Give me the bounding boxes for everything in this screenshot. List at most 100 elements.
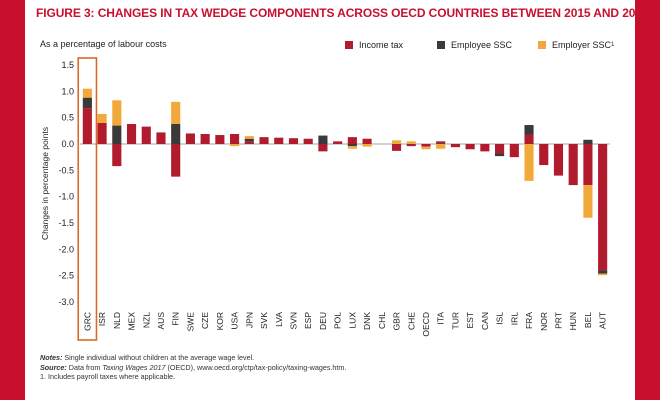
bar-prt-income-tax	[553, 144, 564, 176]
bar-oecd-employer-ssc	[421, 146, 431, 150]
figure-card: FIGURE 3: CHANGES IN TAX WEDGE COMPONENT…	[25, 0, 649, 400]
y-axis-label: Changes in percentage points	[40, 127, 50, 240]
bar-esp-income-tax	[303, 138, 313, 144]
bar-isl-income-tax	[495, 144, 505, 154]
bar-pol-income-tax	[333, 141, 343, 144]
x-tick-label: PRT	[553, 312, 563, 329]
bar-usa-income-tax	[230, 133, 240, 144]
x-tick-label: CZE	[200, 312, 210, 329]
source-publication: Taxing Wages 2017	[102, 362, 166, 372]
bar-grc-income-tax	[82, 108, 92, 144]
bar-deu-employee-ssc	[318, 135, 328, 144]
y-tick-label: -1.5	[58, 218, 74, 228]
x-tick-label: LUX	[347, 312, 357, 329]
bar-fra-income-tax	[524, 134, 534, 144]
chart-subtitle: As a percentage of labour costs	[40, 39, 167, 49]
bar-dnk-employer-ssc	[362, 144, 372, 147]
figure-label: FIGURE 3:	[36, 6, 95, 20]
source-post: (OECD), www.oecd.org/ctp/tax-policy/taxi…	[165, 362, 347, 372]
y-tick-label: -3.0	[58, 297, 74, 307]
legend-label-employee-ssc: Employee SSC	[451, 40, 513, 50]
bar-tur-income-tax	[450, 144, 460, 148]
bar-che-income-tax	[406, 144, 416, 147]
bar-fin-employer-ssc	[171, 101, 181, 124]
bar-ita-employer-ssc	[436, 144, 446, 149]
x-tick-label: USA	[230, 312, 240, 330]
bar-mex-income-tax	[126, 123, 137, 144]
bar-nld-employee-ssc	[112, 125, 122, 144]
y-tick-label: 0.5	[61, 113, 74, 123]
bar-lva-income-tax	[274, 137, 284, 144]
x-tick-label: DEU	[318, 312, 328, 330]
bar-bel-income-tax	[583, 144, 593, 186]
x-tick-label: GRC	[82, 312, 92, 331]
bar-gbr-employer-ssc	[391, 140, 402, 144]
x-tick-label: EST	[465, 312, 475, 329]
bar-jpn-employer-ssc	[244, 136, 254, 139]
x-tick-label: ESP	[303, 312, 313, 329]
source-pre: Data from	[68, 362, 103, 372]
x-tick-label: DNK	[362, 312, 372, 330]
bar-svn-income-tax	[288, 138, 299, 144]
x-tick-label: KOR	[215, 312, 225, 330]
bar-nld-employer-ssc	[112, 100, 122, 126]
x-tick-label: IRL	[509, 312, 519, 326]
bar-lux-employee-ssc	[347, 144, 357, 147]
y-tick-label: -2.0	[58, 244, 74, 254]
bar-aut-employer-ssc	[598, 273, 608, 276]
bar-est-income-tax	[465, 144, 475, 150]
bar-nld-income-tax	[112, 144, 122, 167]
x-tick-label: POL	[333, 312, 343, 329]
legend-swatch-employee-ssc	[437, 41, 445, 49]
x-tick-label: AUS	[156, 312, 166, 330]
x-tick-label: TUR	[450, 312, 460, 329]
notes-label: Notes:	[40, 353, 63, 362]
y-tick-label: 1.0	[61, 86, 74, 96]
notes-text: Single individual without children at th…	[64, 353, 255, 362]
bar-grc-employer-ssc	[82, 88, 92, 98]
bar-usa-employer-ssc	[230, 144, 240, 147]
bar-bel-employee-ssc	[583, 139, 593, 144]
bar-oecd-income-tax	[421, 144, 431, 147]
x-tick-label: SVK	[259, 312, 269, 329]
x-tick-label: CHL	[377, 312, 387, 329]
bar-ita-employee-ssc	[436, 141, 446, 143]
footnote: 1. Includes payroll taxes where applicab…	[40, 372, 176, 382]
bar-che-employer-ssc	[406, 141, 416, 144]
x-tick-label: ISR	[97, 312, 107, 326]
bar-ita-income-tax	[436, 142, 446, 144]
legend-swatch-employer-ssc	[538, 41, 546, 49]
x-tick-label: GBR	[392, 312, 402, 330]
x-tick-label: ISL	[495, 312, 505, 325]
y-tick-label: 0.0	[61, 139, 74, 149]
y-tick-label: -2.5	[58, 271, 74, 281]
x-tick-label: NZL	[141, 312, 151, 328]
x-tick-label: ITA	[436, 312, 446, 325]
x-tick-label: BEL	[583, 312, 593, 328]
bar-fra-employer-ssc	[524, 144, 534, 181]
bar-jpn-employee-ssc	[244, 138, 254, 142]
source-label: Source:	[40, 362, 67, 372]
bar-aut-income-tax	[598, 144, 608, 271]
bar-gbr-income-tax	[391, 144, 402, 151]
x-tick-label: FRA	[524, 312, 534, 329]
x-tick-label: AUT	[598, 312, 608, 329]
x-tick-label: SWE	[185, 312, 195, 332]
bar-fra-employee-ssc	[524, 125, 534, 135]
bar-kor-income-tax	[215, 135, 225, 144]
legend-label-income-tax: Income tax	[359, 40, 404, 50]
bar-deu-income-tax	[318, 144, 328, 152]
bar-fin-income-tax	[171, 144, 181, 177]
x-tick-label: JPN	[244, 312, 254, 328]
bar-isr-employer-ssc	[97, 113, 107, 123]
bar-svk-income-tax	[259, 137, 269, 144]
bar-isl-employee-ssc	[495, 153, 505, 157]
bar-cze-income-tax	[200, 133, 210, 144]
x-tick-label: OECD	[421, 312, 431, 337]
bar-dnk-income-tax	[362, 138, 372, 144]
legend-item-employer-ssc: Employer SSC 1	[538, 40, 614, 50]
x-tick-label: FIN	[171, 312, 181, 326]
x-tick-label: SVN	[288, 312, 298, 329]
bar-aut-employee-ssc	[598, 270, 608, 274]
highlight-box-grc	[77, 57, 98, 341]
